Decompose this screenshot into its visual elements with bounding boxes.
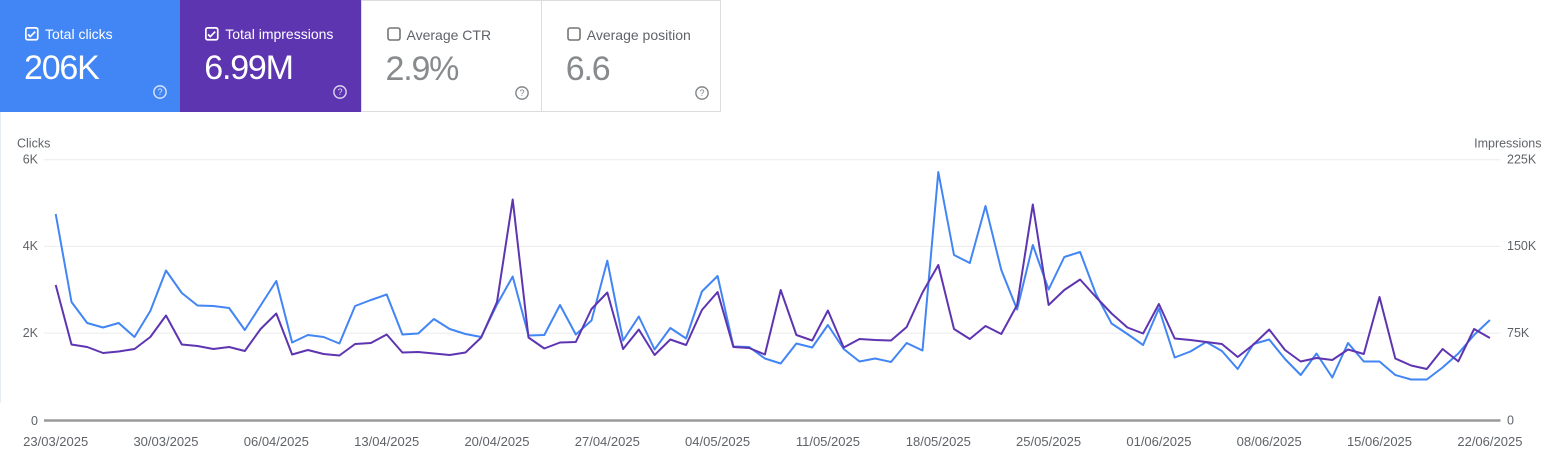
svg-text:?: ? bbox=[338, 87, 343, 97]
svg-text:4K: 4K bbox=[23, 239, 39, 253]
svg-text:15/06/2025: 15/06/2025 bbox=[1347, 434, 1412, 449]
svg-text:Impressions: Impressions bbox=[1474, 137, 1541, 151]
svg-text:6K: 6K bbox=[23, 152, 39, 166]
svg-text:06/04/2025: 06/04/2025 bbox=[244, 434, 309, 449]
svg-text:?: ? bbox=[519, 88, 524, 98]
svg-text:25/05/2025: 25/05/2025 bbox=[1016, 434, 1081, 449]
svg-text:04/05/2025: 04/05/2025 bbox=[685, 434, 750, 449]
svg-text:75K: 75K bbox=[1507, 326, 1530, 340]
svg-text:22/06/2025: 22/06/2025 bbox=[1457, 434, 1522, 449]
svg-text:01/06/2025: 01/06/2025 bbox=[1126, 434, 1191, 449]
svg-text:0: 0 bbox=[31, 414, 38, 428]
svg-text:23/03/2025: 23/03/2025 bbox=[23, 434, 88, 449]
svg-text:18/05/2025: 18/05/2025 bbox=[906, 434, 971, 449]
svg-text:Clicks: Clicks bbox=[17, 137, 50, 151]
svg-text:150K: 150K bbox=[1507, 239, 1537, 253]
svg-text:?: ? bbox=[699, 88, 704, 98]
svg-text:0: 0 bbox=[1507, 414, 1514, 428]
svg-text:13/04/2025: 13/04/2025 bbox=[354, 434, 419, 449]
svg-text:30/03/2025: 30/03/2025 bbox=[133, 434, 198, 449]
svg-text:225K: 225K bbox=[1507, 152, 1537, 166]
svg-text:08/06/2025: 08/06/2025 bbox=[1237, 434, 1302, 449]
svg-text:11/05/2025: 11/05/2025 bbox=[796, 434, 860, 449]
svg-text:2K: 2K bbox=[23, 326, 39, 340]
svg-text:?: ? bbox=[157, 87, 162, 97]
svg-text:20/04/2025: 20/04/2025 bbox=[464, 434, 529, 449]
svg-text:27/04/2025: 27/04/2025 bbox=[575, 434, 640, 449]
